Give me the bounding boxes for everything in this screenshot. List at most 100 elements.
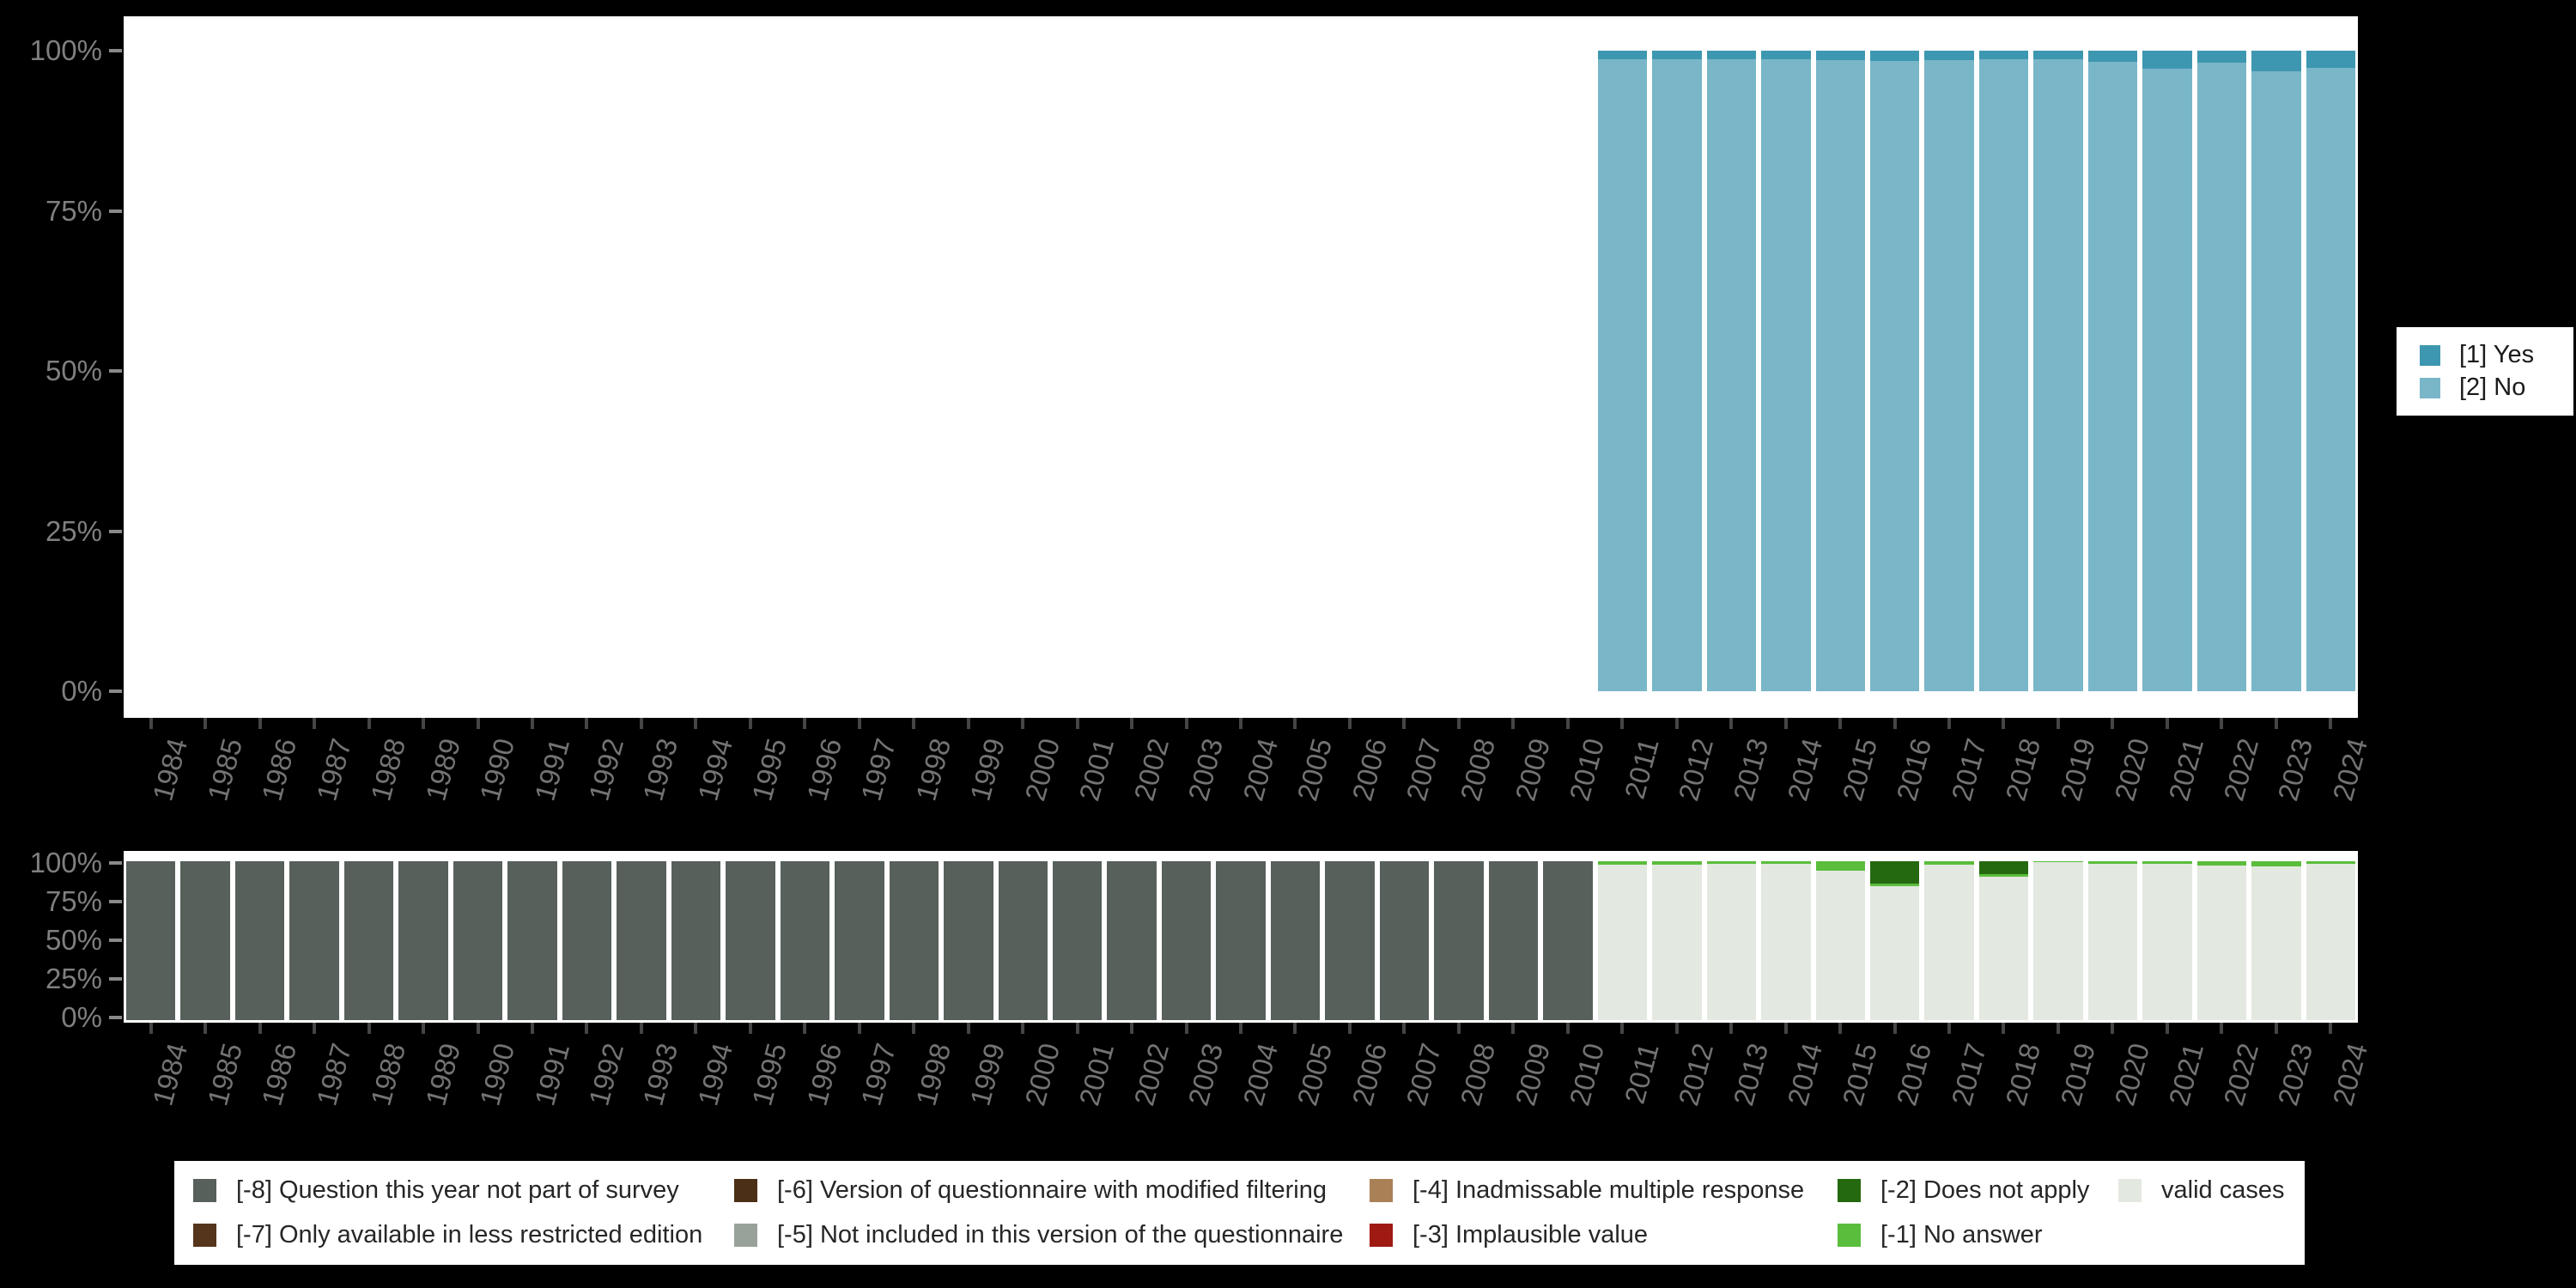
bar-segment[interactable] (343, 861, 394, 1020)
bar-segment[interactable] (1488, 861, 1539, 1020)
bar-segment[interactable] (1978, 861, 2029, 874)
bar-segment[interactable] (2251, 51, 2301, 71)
bar-segment[interactable] (617, 861, 666, 1020)
bar-segment[interactable] (944, 861, 993, 1020)
bar-segment[interactable] (1978, 51, 2029, 59)
bar-segment[interactable] (1815, 60, 1865, 691)
bar-segment[interactable] (1270, 861, 1321, 1020)
bar-segment[interactable] (2251, 866, 2301, 1020)
bar-segment[interactable] (289, 861, 339, 1020)
bar-segment[interactable] (2306, 51, 2356, 69)
bar-segment[interactable] (2033, 51, 2083, 59)
bar-segment[interactable] (1652, 861, 1702, 865)
bar-segment[interactable] (1870, 60, 1920, 691)
bar-segment[interactable] (2196, 51, 2247, 64)
legend-item[interactable]: [-4] Inadmissable multiple response (1370, 1176, 1804, 1204)
bar-segment[interactable] (889, 861, 939, 1020)
bar-segment[interactable] (1216, 861, 1266, 1020)
bar-segment[interactable] (780, 861, 830, 1020)
bar-segment[interactable] (835, 861, 884, 1020)
bar-segment[interactable] (2087, 861, 2138, 865)
bar-segment[interactable] (126, 861, 176, 1020)
legend-item[interactable]: [-2] Does not apply (1838, 1176, 2089, 1204)
bar-year-1992 (560, 51, 614, 691)
bar-segment[interactable] (1761, 861, 1811, 865)
bar-segment[interactable] (562, 861, 612, 1020)
legend-item[interactable]: [-7] Only available in less restricted e… (193, 1221, 702, 1249)
bar-segment[interactable] (2087, 864, 2138, 1020)
bar-segment[interactable] (1815, 861, 1865, 872)
bar-segment[interactable] (1978, 877, 2029, 1020)
bar-segment[interactable] (234, 861, 285, 1020)
bar-segment[interactable] (1325, 861, 1375, 1020)
bar-segment[interactable] (1597, 58, 1648, 691)
bar-segment[interactable] (2196, 861, 2247, 866)
legend-item[interactable]: [-1] No answer (1838, 1221, 2043, 1249)
bar-segment[interactable] (1924, 864, 1974, 1020)
bar-segment[interactable] (1870, 885, 1920, 1020)
bar-segment[interactable] (2306, 68, 2356, 691)
bar-segment[interactable] (1815, 51, 1865, 61)
bar-segment[interactable] (1434, 861, 1484, 1020)
bar-segment[interactable] (2142, 864, 2192, 1020)
legend-item[interactable]: [1] Yes (2420, 341, 2573, 369)
bar-segment[interactable] (2033, 862, 2083, 1020)
bar-segment[interactable] (1706, 59, 1757, 691)
legend-item[interactable]: valid cases (2118, 1176, 2284, 1204)
bar-segment[interactable] (726, 861, 775, 1020)
bar-segment[interactable] (1706, 861, 1757, 865)
bar-segment[interactable] (2142, 861, 2192, 865)
bar-segment[interactable] (1597, 51, 1648, 59)
bar-segment[interactable] (2251, 70, 2301, 691)
bar-segment[interactable] (1379, 861, 1430, 1020)
bar-segment[interactable] (398, 861, 448, 1020)
bar-segment[interactable] (1597, 861, 1648, 865)
bar-segment[interactable] (1978, 873, 2029, 878)
bar-segment[interactable] (1870, 51, 1920, 61)
bar-year-2023 (2249, 861, 2303, 1020)
bar-segment[interactable] (2306, 861, 2356, 865)
legend-swatch (734, 1224, 757, 1247)
bar-segment[interactable] (1870, 861, 1920, 884)
bar-segment[interactable] (1652, 51, 1702, 59)
bar-segment[interactable] (1924, 861, 1974, 865)
legend-item[interactable]: [2] No (2420, 374, 2573, 402)
bar-segment[interactable] (180, 861, 230, 1020)
bar-segment[interactable] (2142, 51, 2192, 69)
bar-segment[interactable] (507, 861, 557, 1020)
bar-segment[interactable] (1870, 883, 1920, 886)
bar-segment[interactable] (1761, 864, 1811, 1020)
bar-segment[interactable] (453, 861, 503, 1020)
bar-segment[interactable] (2033, 861, 2083, 863)
bar-segment[interactable] (1761, 58, 1811, 691)
bar-segment[interactable] (1761, 51, 1811, 59)
bar-segment[interactable] (2087, 61, 2138, 691)
x-axis-tick (1239, 718, 1242, 729)
bar-segment[interactable] (1597, 864, 1648, 1020)
bar-segment[interactable] (2251, 861, 2301, 866)
bar-segment[interactable] (1924, 60, 1974, 691)
bar-segment[interactable] (1652, 864, 1702, 1020)
legend-item[interactable]: [-8] Question this year not part of surv… (193, 1176, 679, 1204)
bar-segment[interactable] (1652, 58, 1702, 691)
bar-segment[interactable] (1706, 864, 1757, 1020)
bar-segment[interactable] (1107, 861, 1157, 1020)
bar-segment[interactable] (1978, 58, 2029, 691)
bar-segment[interactable] (2306, 864, 2356, 1020)
bar-segment[interactable] (2033, 58, 2083, 691)
legend-item[interactable]: [-3] Implausible value (1370, 1221, 1648, 1249)
bar-segment[interactable] (1052, 861, 1103, 1020)
legend-item[interactable]: [-5] Not included in this version of the… (734, 1221, 1343, 1249)
bar-segment[interactable] (1815, 871, 1865, 1020)
bar-segment[interactable] (1543, 861, 1593, 1020)
bar-segment[interactable] (2196, 865, 2247, 1020)
bar-segment[interactable] (671, 861, 721, 1020)
bar-segment[interactable] (2087, 51, 2138, 62)
legend-item[interactable]: [-6] Version of questionnaire with modif… (734, 1176, 1327, 1204)
bar-segment[interactable] (1161, 861, 1212, 1020)
bar-segment[interactable] (998, 861, 1048, 1020)
bar-segment[interactable] (1924, 51, 1974, 61)
bar-segment[interactable] (2196, 63, 2247, 691)
bar-segment[interactable] (1706, 51, 1757, 60)
bar-segment[interactable] (2142, 68, 2192, 691)
